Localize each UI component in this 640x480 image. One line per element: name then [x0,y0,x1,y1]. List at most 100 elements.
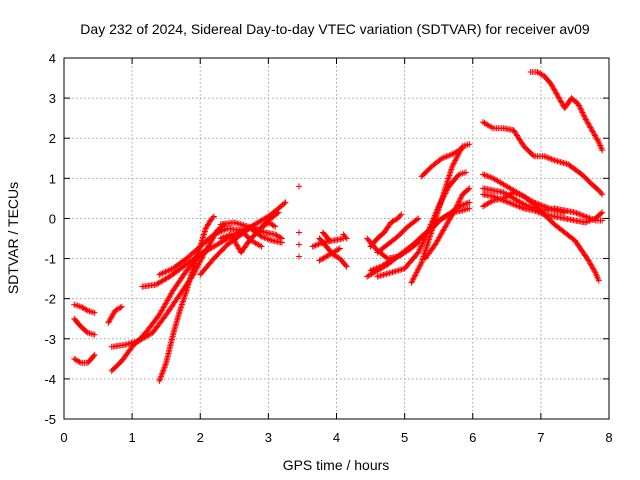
data-point [373,265,380,272]
data-series [71,301,98,316]
data-point [542,203,549,210]
data-point [369,267,376,274]
data-point [260,234,267,241]
data-point [262,235,269,242]
data-point [415,248,422,255]
data-point [481,171,488,178]
data-point [309,243,316,250]
data-point [261,234,268,241]
x-tick-label: 5 [401,430,408,445]
data-point [533,200,540,207]
x-axis-label: GPS time / hours [283,457,390,473]
data-point [453,154,460,161]
data-point [515,191,522,198]
data-point [599,209,606,216]
data-point [117,304,124,311]
data-point [194,263,201,270]
grid-layer [64,58,609,419]
data-point [581,113,588,120]
data-series [296,183,303,190]
data-point [539,210,546,217]
data-point [466,205,473,212]
data-series [408,141,473,286]
data-point [576,102,583,109]
data-point [442,154,449,161]
data-point [462,169,469,176]
data-point [487,174,494,181]
data-point [598,190,605,197]
data-point [595,137,602,144]
data-point [296,229,303,236]
data-point [582,219,589,226]
data-point [579,109,586,116]
data-point [452,205,459,212]
data-point [517,204,524,211]
data-point [198,255,205,262]
data-point [550,156,557,163]
data-point [577,211,584,218]
x-tick-label: 4 [333,430,340,445]
data-point [548,156,555,163]
data-point [415,249,422,256]
data-point [454,202,461,209]
data-point [550,206,557,213]
data-point [371,265,378,272]
data-point [296,183,303,190]
data-series [422,185,473,262]
data-series [479,119,606,198]
data-point [595,277,602,284]
data-point [265,236,272,243]
data-point [76,359,83,366]
data-series [418,145,466,180]
y-tick-label: -2 [44,292,56,307]
data-point [343,235,350,242]
data-point [529,152,536,159]
data-point [532,199,539,206]
data-point [484,173,491,180]
data-point [544,154,551,161]
data-point [529,198,536,205]
data-series [296,229,303,236]
data-point [510,201,517,208]
data-point [281,200,288,207]
data-point [279,239,285,246]
data-point [504,199,511,206]
data-point [576,103,583,110]
data-point [579,212,586,219]
data-point [408,279,415,286]
data-point [178,301,185,308]
data-point [417,260,424,267]
data-point [580,112,587,119]
data-point [547,205,554,212]
data-point [519,204,526,211]
data-point [488,174,495,181]
data-point [466,141,473,148]
data-point [541,153,548,160]
data-series [479,189,568,216]
data-point [541,203,548,210]
data-point [582,213,589,220]
data-point [179,298,186,305]
data-series [340,231,350,242]
ticks-layer: 0 1 2 3 4 5 6 7 8 -5 -4 -3 -2 -1 0 1 2 3 4 [44,51,612,445]
data-point [452,157,459,164]
data-point [439,155,446,162]
data-point [578,106,585,113]
data-series [316,235,350,270]
data-point [343,263,350,270]
data-point [264,235,271,242]
data-point [589,216,596,223]
data-point [599,217,606,224]
x-tick-label: 1 [129,430,136,445]
data-point [267,236,274,243]
data-point [536,209,543,216]
data-point [413,269,420,276]
data-point [542,153,549,160]
data-point [454,201,461,208]
data-point [507,200,514,207]
x-tick-label: 8 [605,430,612,445]
data-point [446,152,453,159]
data-series [296,253,303,260]
data-point [409,276,416,283]
data-point [599,191,606,198]
